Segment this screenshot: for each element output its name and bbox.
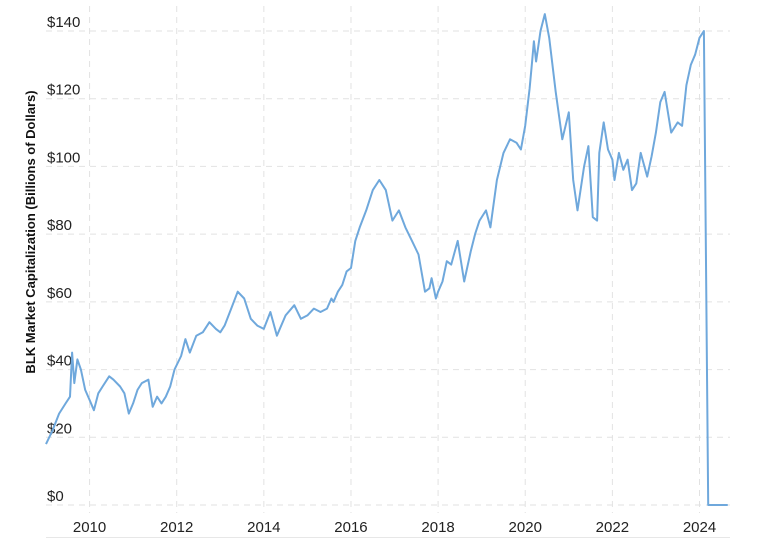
y-tick-label: $140 bbox=[47, 14, 80, 31]
y-axis-label: BLK Market Capitalization (Billions of D… bbox=[23, 90, 38, 373]
x-axis-ticks: 2010 2012 2014 2016 2018 2020 2022 2024 bbox=[73, 519, 716, 536]
x-tick-label: 2018 bbox=[421, 519, 454, 536]
gridlines bbox=[46, 6, 730, 513]
y-tick-label: $100 bbox=[47, 149, 80, 166]
x-tick-label: 2020 bbox=[509, 519, 542, 536]
y-tick-label: $120 bbox=[47, 82, 80, 99]
series-line-0 bbox=[45, 13, 728, 506]
x-tick-label: 2012 bbox=[160, 519, 193, 536]
x-tick-label: 2022 bbox=[596, 519, 629, 536]
y-tick-label: $80 bbox=[47, 217, 72, 234]
x-tick-label: 2016 bbox=[334, 519, 367, 536]
y-tick-label: $20 bbox=[47, 420, 72, 437]
x-tick-label: 2010 bbox=[73, 519, 106, 536]
y-tick-label: $0 bbox=[47, 488, 64, 505]
y-tick-label: $40 bbox=[47, 353, 72, 370]
series-group bbox=[45, 13, 728, 506]
x-tick-label: 2014 bbox=[247, 519, 280, 536]
y-axis-ticks: $0 $20 $40 $60 $80 $100 $120 $140 bbox=[47, 14, 80, 505]
x-tick-label: 2024 bbox=[683, 519, 716, 536]
y-tick-label: $60 bbox=[47, 285, 72, 302]
